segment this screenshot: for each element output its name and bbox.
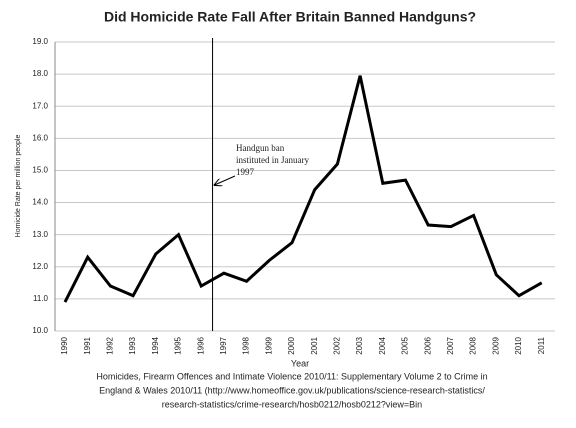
source-note: Homicides, Firearm Offences and Intimate…: [96, 371, 487, 381]
x-axis-label: Year: [291, 358, 309, 368]
x-tick-label: 1993: [128, 336, 137, 354]
x-tick-label: 2001: [310, 336, 319, 354]
y-tick-label: 16.0: [32, 133, 48, 142]
annotation: 1997: [236, 167, 255, 177]
annotation: instituted in January: [236, 155, 309, 165]
chart-title: Did Homicide Rate Fall After Britain Ban…: [104, 9, 476, 25]
y-axis-label: Homicide Rate per million people: [15, 135, 22, 238]
x-tick-label: 1997: [219, 336, 228, 354]
x-tick-label: 2006: [423, 336, 432, 354]
x-tick-label: 1994: [151, 336, 160, 354]
y-tick-label: 14.0: [32, 198, 48, 207]
y-tick-label: 15.0: [32, 166, 48, 175]
x-tick-label: 1991: [83, 336, 92, 354]
x-tick-label: 2008: [469, 336, 478, 354]
x-tick-label: 2009: [491, 336, 500, 354]
x-tick-label: 2002: [333, 336, 342, 354]
x-tick-label: 1992: [106, 336, 115, 354]
source-note: research-statistics/crime-research/hosb0…: [162, 399, 422, 409]
x-tick-label: 2004: [378, 336, 387, 354]
annotation: Handgun ban: [236, 143, 285, 153]
x-tick-label: 1995: [174, 336, 183, 354]
x-tick-label: 1990: [60, 336, 69, 354]
x-tick-label: 2011: [537, 336, 546, 354]
x-tick-label: 2003: [355, 336, 364, 354]
y-tick-label: 18.0: [32, 69, 48, 78]
x-tick-label: 2005: [401, 336, 410, 354]
y-tick-label: 12.0: [32, 262, 48, 271]
y-tick-label: 11.0: [33, 294, 49, 303]
y-tick-label: 10.0: [32, 326, 48, 335]
source-note: England & Wales 2010/11 (http://www.home…: [99, 385, 485, 395]
y-tick-label: 13.0: [32, 230, 48, 239]
x-tick-label: 1996: [196, 336, 205, 354]
annotation-arrow: [215, 175, 236, 185]
y-tick-label: 19.0: [32, 37, 48, 46]
x-tick-label: 1999: [264, 336, 273, 354]
x-tick-label: 2000: [287, 336, 296, 354]
data-line: [63, 75, 543, 303]
x-tick-label: 2010: [514, 336, 523, 354]
x-tick-label: 1998: [242, 336, 251, 354]
y-tick-label: 17.0: [32, 101, 48, 110]
x-tick-label: 2007: [446, 336, 455, 354]
